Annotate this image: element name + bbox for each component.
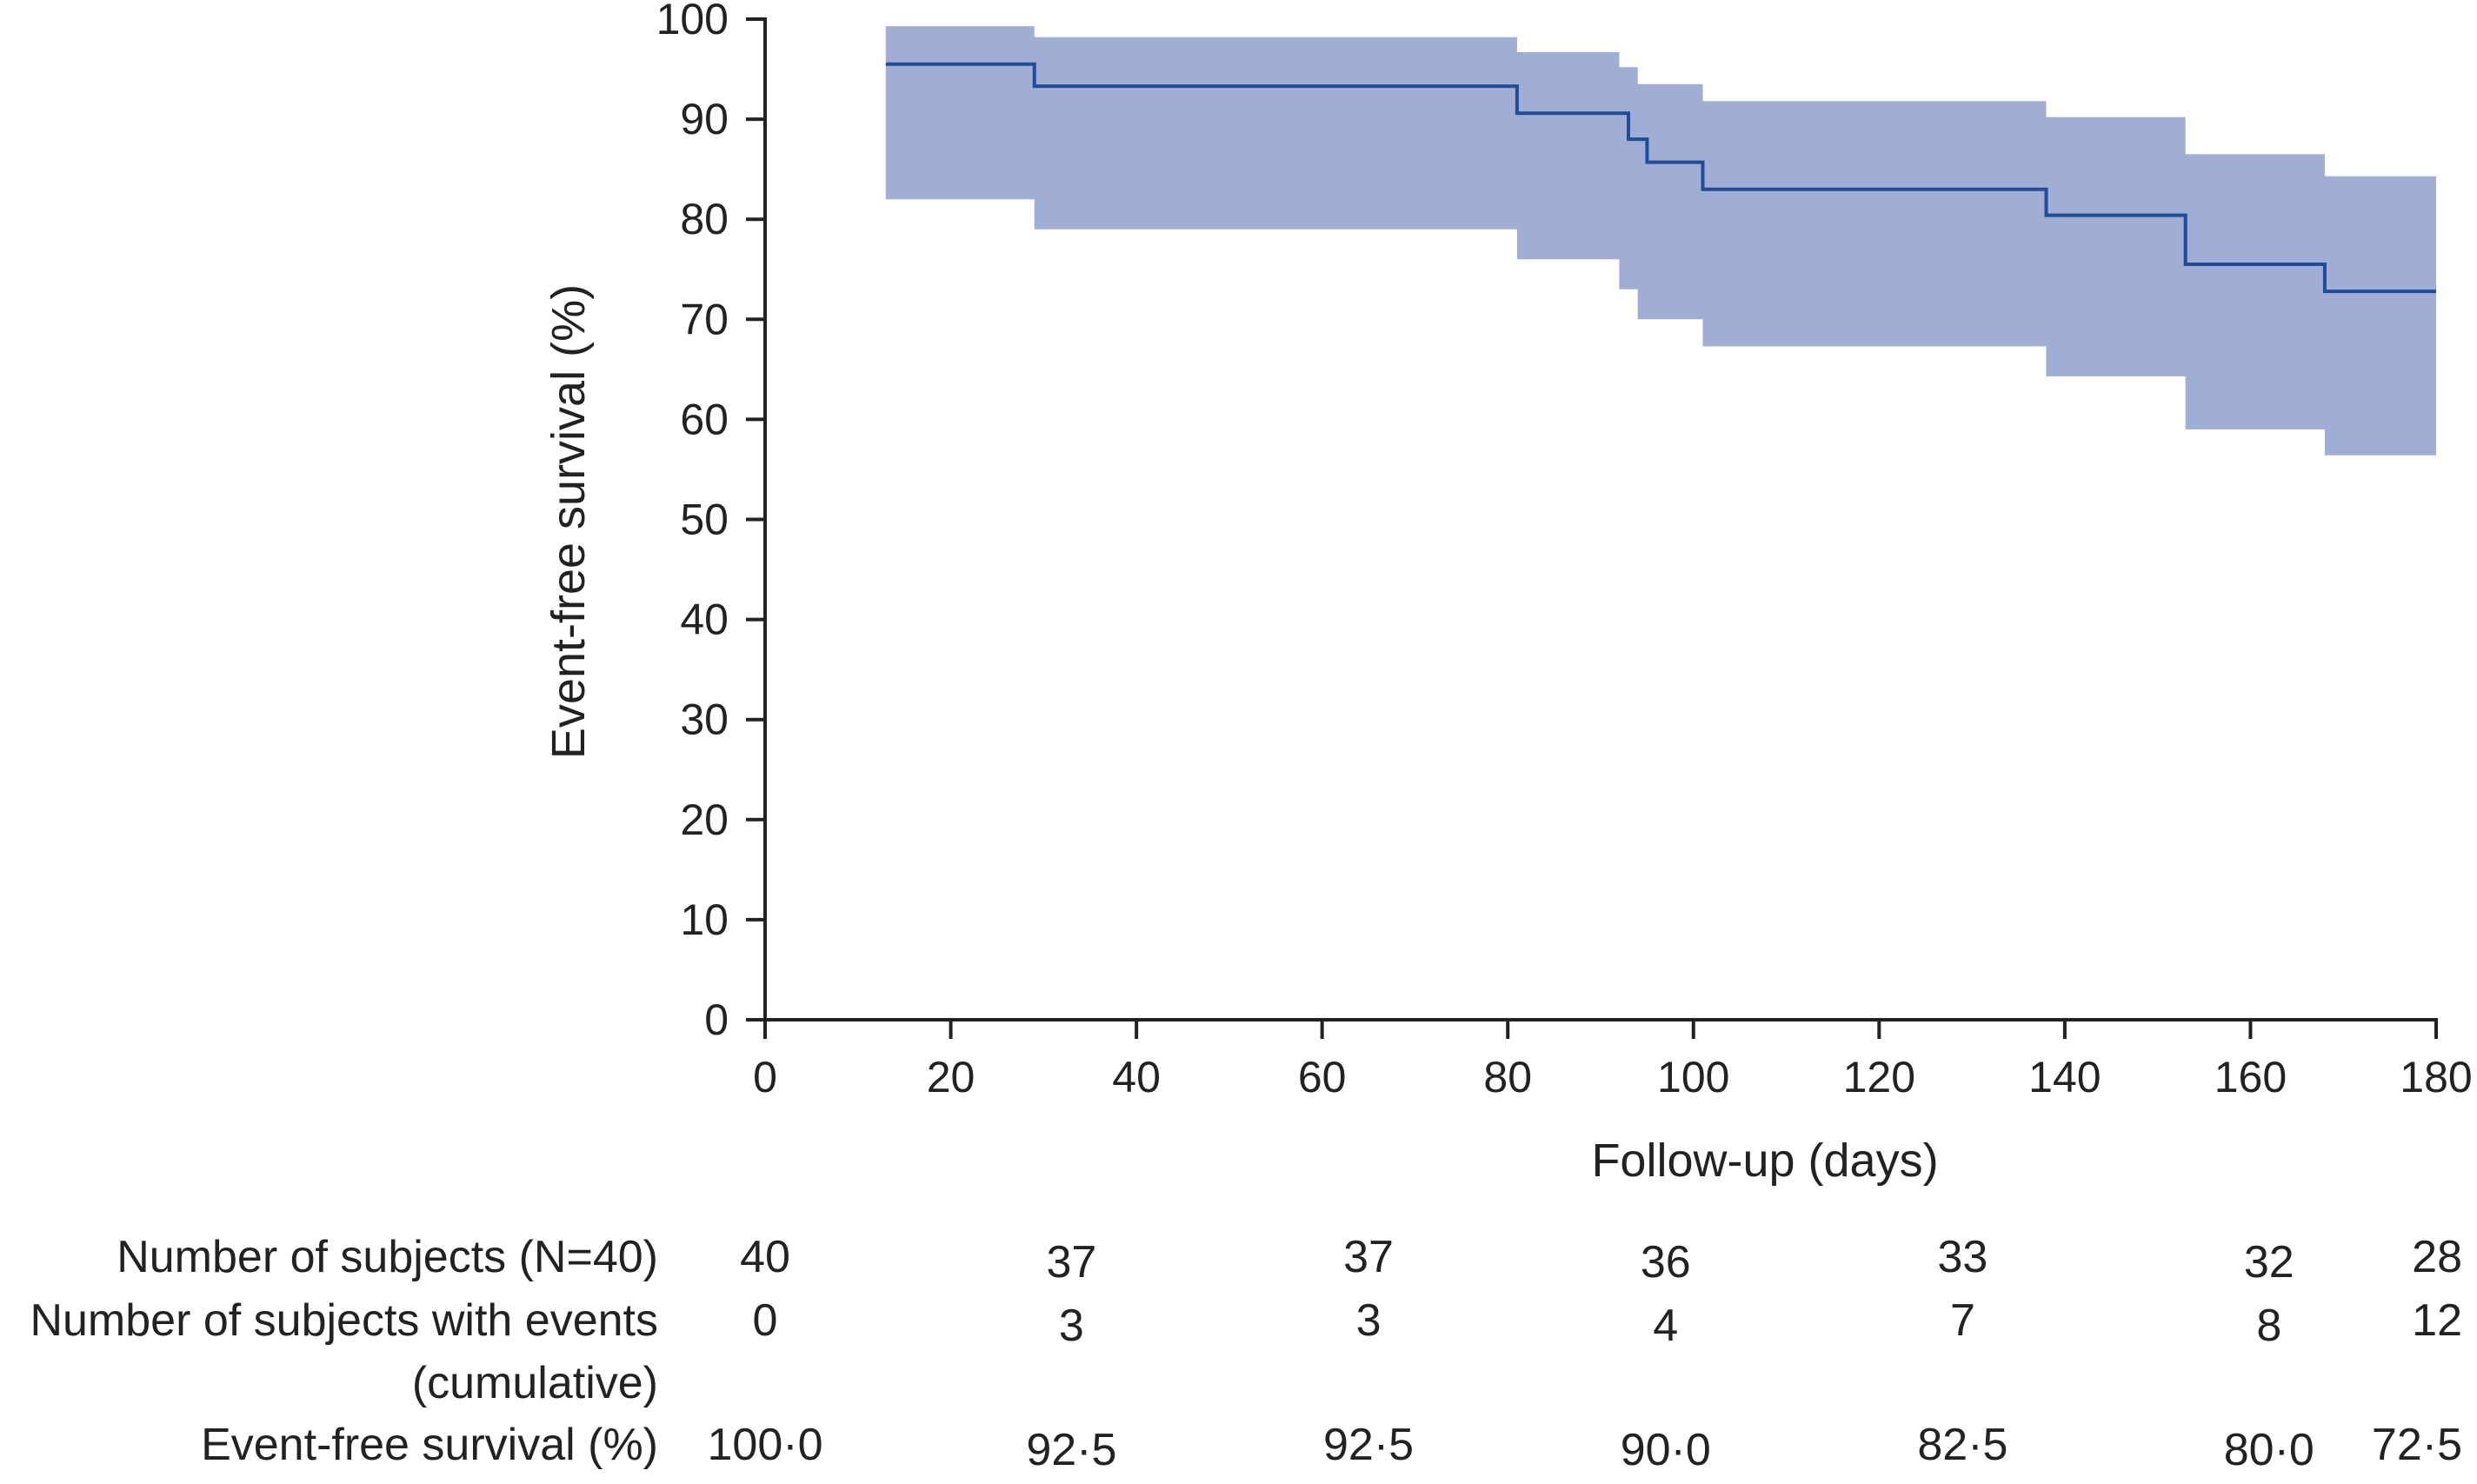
- y-tick-label-100: 100: [656, 0, 729, 43]
- y-tick-label-20: 20: [680, 795, 729, 844]
- risk-value-0-1: 37: [1046, 1237, 1096, 1288]
- risk-value-1-2: 3: [1356, 1295, 1382, 1346]
- x-tick-label-120: 120: [1843, 1053, 1915, 1101]
- x-tick-label-40: 40: [1112, 1053, 1161, 1101]
- y-tick-label-50: 50: [680, 496, 729, 544]
- risk-value-2-4: 82·5: [1917, 1420, 2008, 1470]
- risk-value-1-1: 3: [1059, 1301, 1084, 1351]
- y-tick-label-80: 80: [680, 195, 729, 243]
- risk-value-2-1: 92·5: [1026, 1425, 1116, 1475]
- confidence-band-layer: [885, 26, 2436, 456]
- y-tick-label-70: 70: [680, 295, 729, 343]
- y-tick-label-40: 40: [680, 596, 729, 644]
- risk-value-2-6: 72·5: [2372, 1420, 2462, 1470]
- risk-value-2-5: 80·0: [2224, 1425, 2314, 1475]
- risk-row-label-2: Event-free survival (%): [201, 1420, 658, 1470]
- risk-value-1-0: 0: [753, 1295, 778, 1346]
- x-tick-label-0: 0: [753, 1053, 777, 1101]
- survival-line-layer: [885, 62, 2436, 294]
- axes-layer: 0 10 20 30 40 50 60 70 80 90 100 0 20 40 60 80 100 120 140…: [656, 0, 2473, 1101]
- risk-value-1-5: 8: [2256, 1301, 2281, 1351]
- x-axis-title: Follow-up (days): [1591, 1135, 1938, 1187]
- x-tick-label-80: 80: [1483, 1053, 1532, 1101]
- axis-labels-layer: Event-free survival (%) Follow-up (days): [543, 284, 1939, 1187]
- risk-table: Number of subjects (N=40) 40 37 37 36 33 32 28N…: [30, 1232, 2462, 1475]
- x-tick-label-100: 100: [1657, 1053, 1729, 1101]
- x-tick-label-160: 160: [2214, 1053, 2287, 1101]
- y-tick-label-10: 10: [680, 895, 729, 944]
- risk-value-1-4: 7: [1950, 1295, 1975, 1346]
- risk-row-label-1: Number of subjects with events: [30, 1295, 658, 1346]
- risk-value-2-0: 100·0: [708, 1420, 823, 1470]
- risk-row-label-0: Number of subjects (N=40): [117, 1232, 658, 1282]
- risk-value-0-5: 32: [2244, 1237, 2294, 1288]
- risk-value-1-3: 4: [1653, 1301, 1678, 1351]
- x-tick-label-140: 140: [2028, 1053, 2101, 1101]
- x-tick-label-20: 20: [927, 1053, 975, 1101]
- y-tick-label-90: 90: [680, 95, 729, 143]
- risk-value-1-6: 12: [2412, 1295, 2462, 1346]
- risk-value-0-0: 40: [740, 1232, 790, 1282]
- risk-row-label2-1: (cumulative): [412, 1358, 658, 1408]
- y-tick-label-60: 60: [680, 395, 729, 443]
- risk-value-0-2: 37: [1343, 1232, 1394, 1282]
- survival-series-line-0: [885, 62, 2436, 294]
- risk-value-0-6: 28: [2412, 1232, 2462, 1282]
- risk-value-0-4: 33: [1938, 1232, 1988, 1282]
- confidence-band: [885, 26, 2436, 456]
- x-tick-label-180: 180: [2400, 1053, 2472, 1101]
- y-tick-label-0: 0: [704, 995, 729, 1044]
- risk-value-0-3: 36: [1641, 1237, 1691, 1288]
- x-tick-label-60: 60: [1298, 1053, 1347, 1101]
- y-axis-title: Event-free survival (%): [543, 284, 595, 759]
- risk-value-2-2: 92·5: [1323, 1420, 1414, 1470]
- risk-value-2-3: 90·0: [1621, 1425, 1711, 1475]
- y-tick-label-30: 30: [680, 695, 729, 744]
